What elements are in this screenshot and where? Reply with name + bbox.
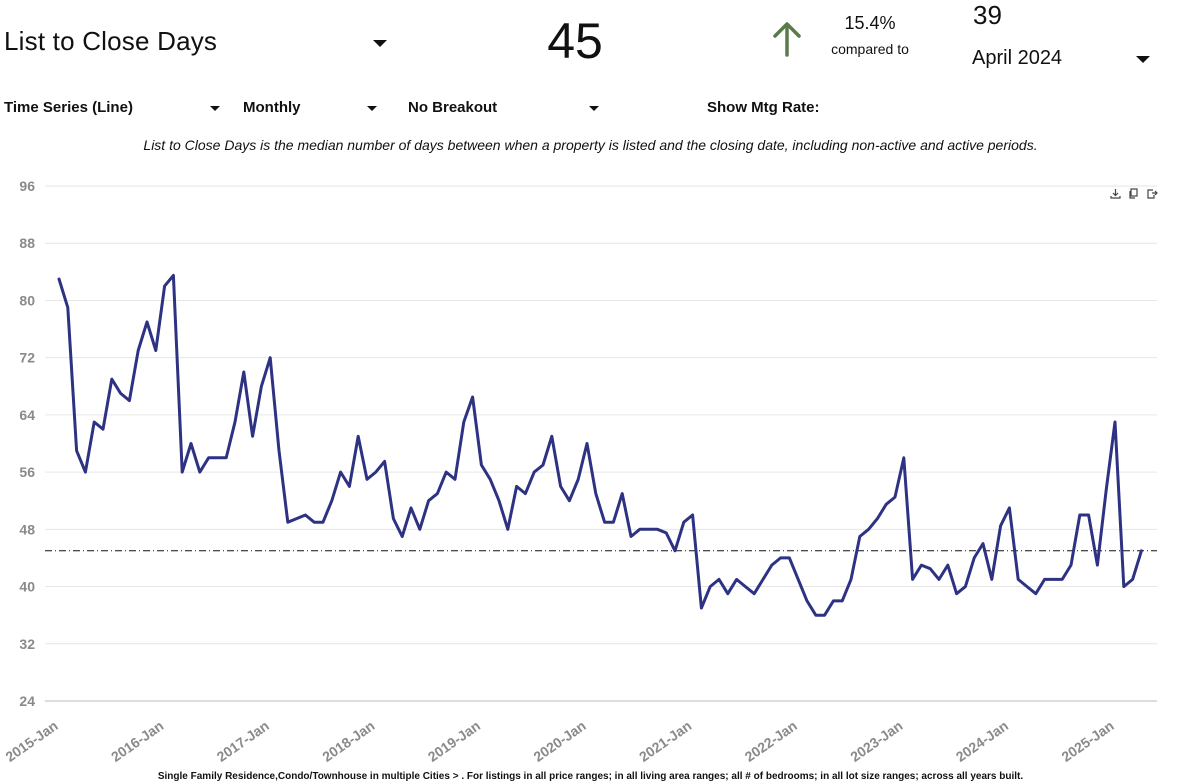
copy-icon[interactable]: [1128, 188, 1139, 202]
y-tick-label: 96: [19, 178, 35, 194]
breakout-chevron-icon[interactable]: [589, 106, 599, 111]
y-tick-label: 64: [19, 407, 35, 423]
current-value: 45: [547, 13, 603, 69]
export-icon[interactable]: [1146, 188, 1158, 202]
x-tick-label: 2016-Jan: [108, 717, 166, 764]
chart-type-chevron-icon[interactable]: [210, 106, 220, 111]
y-tick-label: 80: [19, 292, 35, 308]
y-tick-label: 40: [19, 579, 35, 595]
y-tick-label: 72: [19, 350, 35, 366]
metric-title: List to Close Days: [4, 26, 218, 56]
period-select[interactable]: Monthly: [243, 99, 301, 116]
compare-value: 39: [973, 0, 1002, 30]
metric-dropdown-chevron-icon[interactable]: [373, 40, 387, 47]
y-tick-label: 48: [19, 521, 35, 537]
y-tick-label: 32: [19, 636, 35, 652]
y-tick-label: 88: [19, 235, 35, 251]
breakout-select[interactable]: No Breakout: [408, 99, 498, 116]
y-tick-label: 24: [19, 693, 35, 709]
download-icon[interactable]: [1110, 188, 1121, 202]
line-chart: 24 32 40 48 56 64 72 80 88 96 2015-Jan 2016-Jan 2017…: [2, 178, 1157, 765]
compare-date-chevron-icon[interactable]: [1136, 56, 1150, 63]
x-tick-label: 2021-Jan: [636, 717, 694, 764]
x-tick-label: 2019-Jan: [425, 717, 483, 764]
x-tick-label: 2015-Jan: [2, 717, 60, 764]
x-tick-label: 2025-Jan: [1058, 717, 1116, 764]
series-line: [57, 273, 1143, 617]
mtg-rate-label: Show Mtg Rate:: [707, 99, 820, 116]
filter-footnote: Single Family Residence,Condo/Townhouse …: [157, 771, 1024, 782]
compare-date-select[interactable]: April 2024: [972, 47, 1063, 69]
compared-label: compared to: [831, 41, 909, 57]
period-chevron-icon[interactable]: [367, 106, 377, 111]
x-tick-label: 2024-Jan: [953, 717, 1011, 764]
x-tick-label: 2022-Jan: [742, 717, 800, 764]
change-percent: 15.4%: [844, 13, 896, 33]
y-tick-label: 56: [19, 464, 35, 480]
arrow-up-icon: [773, 22, 801, 57]
x-tick-label: 2020-Jan: [530, 717, 588, 764]
x-tick-label: 2017-Jan: [214, 717, 272, 764]
metric-description: List to Close Days is the median number …: [143, 137, 1038, 153]
x-tick-label: 2018-Jan: [319, 717, 377, 764]
x-tick-label: 2023-Jan: [847, 717, 905, 764]
chart-type-select[interactable]: Time Series (Line): [4, 99, 133, 116]
